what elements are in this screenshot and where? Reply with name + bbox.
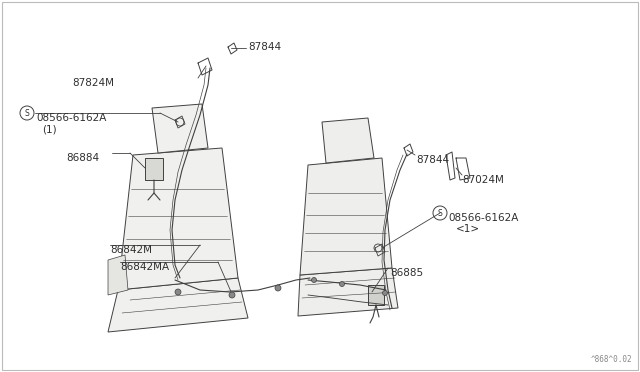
Circle shape: [275, 285, 281, 291]
Text: S: S: [438, 208, 442, 218]
Circle shape: [312, 278, 317, 282]
Polygon shape: [298, 268, 398, 316]
Text: 86884: 86884: [66, 153, 99, 163]
Text: <1>: <1>: [456, 224, 480, 234]
Text: 87844: 87844: [248, 42, 281, 52]
Circle shape: [383, 291, 387, 295]
Circle shape: [175, 289, 181, 295]
Text: 08566-6162A: 08566-6162A: [36, 113, 106, 123]
Polygon shape: [152, 104, 208, 153]
Text: (1): (1): [42, 124, 56, 134]
Circle shape: [339, 282, 344, 286]
Polygon shape: [300, 158, 392, 275]
Polygon shape: [145, 158, 163, 180]
Text: 86885: 86885: [390, 268, 423, 278]
Polygon shape: [108, 255, 128, 295]
Text: 86842M: 86842M: [110, 245, 152, 255]
Polygon shape: [322, 118, 374, 163]
Polygon shape: [118, 148, 238, 290]
Text: 87844: 87844: [416, 155, 449, 165]
Text: 86842MA: 86842MA: [120, 262, 169, 272]
Polygon shape: [368, 285, 384, 305]
Text: ^868^0.02: ^868^0.02: [590, 355, 632, 364]
Text: 87024M: 87024M: [462, 175, 504, 185]
Polygon shape: [108, 278, 248, 332]
Text: 87824M: 87824M: [72, 78, 114, 88]
Circle shape: [229, 292, 235, 298]
Text: 08566-6162A: 08566-6162A: [448, 213, 518, 223]
Text: S: S: [24, 109, 29, 118]
